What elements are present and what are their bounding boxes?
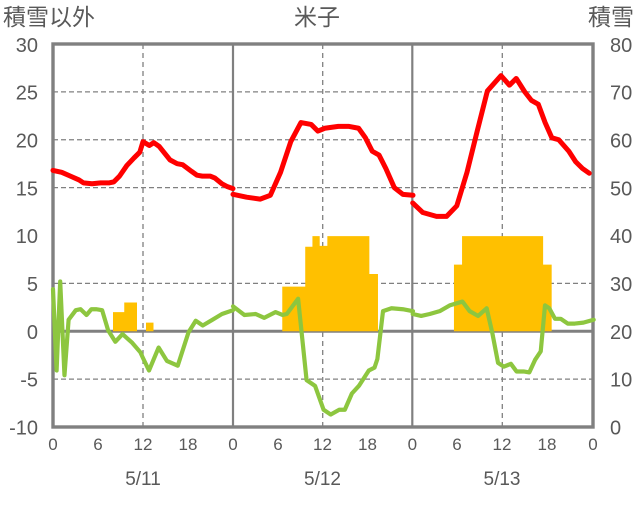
svg-text:0: 0 [48,435,57,454]
svg-text:10: 10 [16,226,38,248]
svg-text:6: 6 [273,435,282,454]
svg-text:0: 0 [610,418,621,440]
svg-text:60: 60 [610,131,632,153]
svg-text:18: 18 [179,435,198,454]
svg-text:70: 70 [610,83,632,105]
svg-text:15: 15 [16,179,38,201]
svg-text:5/13: 5/13 [484,469,521,490]
svg-text:5/11: 5/11 [125,469,161,490]
svg-text:30: 30 [610,274,632,296]
svg-text:0: 0 [588,435,597,454]
svg-text:25: 25 [16,83,38,105]
svg-text:5: 5 [27,274,38,296]
svg-text:20: 20 [610,322,632,344]
svg-text:18: 18 [358,435,377,454]
svg-text:30: 30 [16,35,38,57]
svg-text:20: 20 [16,131,38,153]
svg-text:積雪: 積雪 [588,4,634,30]
svg-text:10: 10 [610,370,632,392]
svg-text:積雪以外: 積雪以外 [3,4,95,30]
svg-text:0: 0 [27,322,38,344]
svg-text:40: 40 [610,226,632,248]
svg-text:12: 12 [493,435,512,454]
svg-text:80: 80 [610,35,632,57]
svg-text:-5: -5 [20,370,38,392]
svg-text:5/12: 5/12 [304,469,341,490]
svg-text:0: 0 [408,435,417,454]
svg-text:18: 18 [538,435,557,454]
svg-text:0: 0 [228,435,237,454]
svg-text:6: 6 [93,435,102,454]
svg-text:50: 50 [610,179,632,201]
svg-text:12: 12 [134,435,153,454]
svg-text:-10: -10 [9,418,38,440]
svg-text:6: 6 [452,435,461,454]
svg-text:12: 12 [313,435,332,454]
svg-text:米子: 米子 [294,4,340,30]
